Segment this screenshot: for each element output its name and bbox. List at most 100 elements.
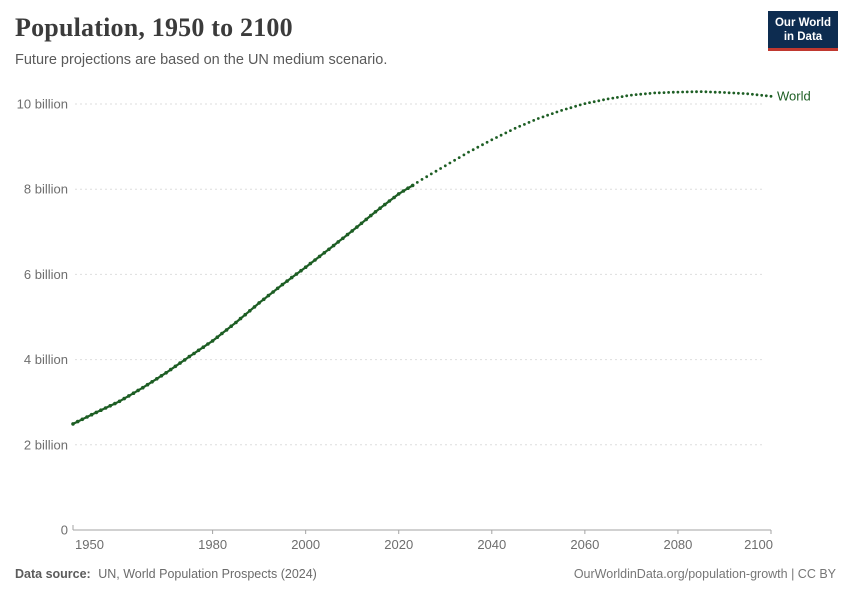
series-point xyxy=(150,380,154,384)
series-point-projected xyxy=(564,107,568,111)
series-point xyxy=(248,309,252,313)
series-point-projected xyxy=(597,99,601,103)
series-point xyxy=(378,206,382,210)
series-point xyxy=(155,377,159,381)
series-point-projected xyxy=(485,140,489,144)
series-point-projected xyxy=(648,92,652,95)
series-point xyxy=(127,394,131,398)
series-point-projected xyxy=(718,90,722,94)
logo-line-1: Our World xyxy=(774,17,831,29)
series-point-projected xyxy=(550,112,554,115)
series-point-projected xyxy=(671,90,675,94)
x-tick-label: 2100 xyxy=(744,537,773,552)
series-point-projected xyxy=(741,92,745,95)
series-point xyxy=(159,374,164,378)
x-tick-label: 2020 xyxy=(384,537,413,552)
series-point xyxy=(122,396,126,401)
series-point xyxy=(187,354,192,359)
series-point-projected xyxy=(713,90,717,94)
series-point xyxy=(406,186,410,190)
logo-line-2: in Data xyxy=(783,31,823,43)
series-point xyxy=(392,195,396,200)
x-tick-label: 1950 xyxy=(75,537,104,552)
series-point xyxy=(182,358,187,362)
series-point xyxy=(136,388,140,393)
series-point xyxy=(196,348,201,353)
series-point-projected xyxy=(657,91,661,95)
series-point xyxy=(131,391,136,396)
series-point-projected xyxy=(723,91,726,94)
series-point xyxy=(89,412,94,417)
series-point-projected xyxy=(737,91,740,95)
series-point-projected xyxy=(509,129,512,133)
series-point-projected xyxy=(420,178,424,181)
series-point xyxy=(224,328,229,332)
series-point-projected xyxy=(769,94,773,98)
owid-logo[interactable]: Our World in Data xyxy=(768,11,838,51)
series-point xyxy=(164,371,168,375)
series-point xyxy=(317,254,322,259)
series-point-projected xyxy=(532,119,536,122)
series-point xyxy=(341,236,345,241)
series-point xyxy=(275,286,280,291)
series-point-projected xyxy=(639,92,643,96)
series-point xyxy=(71,422,75,426)
series-point xyxy=(215,335,220,340)
series-point xyxy=(387,199,392,203)
series-point-projected xyxy=(699,90,703,93)
page-title: Population, 1950 to 2100 xyxy=(15,13,293,42)
series-point xyxy=(373,210,378,214)
series-point xyxy=(99,408,103,413)
series-point-projected xyxy=(681,90,684,94)
series-point-projected xyxy=(611,96,615,100)
series-point xyxy=(401,189,406,193)
x-tick-label: 2000 xyxy=(291,537,320,552)
series-point xyxy=(289,275,294,280)
series-point xyxy=(262,297,266,302)
series-point xyxy=(355,225,359,229)
x-tick-label: 2080 xyxy=(663,537,692,552)
footer-citation-link[interactable]: OurWorldinData.org/population-growth | C… xyxy=(573,567,836,581)
y-tick-label: 10 billion xyxy=(17,97,68,112)
y-tick-label: 0 xyxy=(61,523,68,538)
series-point-projected xyxy=(523,123,526,126)
series-point-projected xyxy=(425,175,429,179)
series-label-world: World xyxy=(777,88,811,103)
series-point-projected xyxy=(569,106,573,110)
series-point-projected xyxy=(616,96,619,99)
series-point-projected xyxy=(625,94,629,98)
series-point-projected xyxy=(467,150,470,154)
series-point-projected xyxy=(448,161,452,165)
series-point xyxy=(201,345,206,350)
series-point xyxy=(94,410,99,415)
series-point-projected xyxy=(676,90,680,94)
series-point xyxy=(327,247,331,252)
series-point xyxy=(257,301,261,305)
chart-footer: Data source: UN, World Population Prospe… xyxy=(15,567,836,581)
series-point-projected xyxy=(583,102,587,105)
series-point-projected xyxy=(518,124,522,128)
series-point xyxy=(210,339,215,343)
data-source-label: Data source: xyxy=(15,567,91,581)
series-point-projected xyxy=(541,115,545,119)
series-point-projected xyxy=(495,136,498,139)
y-tick-label: 2 billion xyxy=(24,437,68,452)
series-point xyxy=(243,312,247,317)
series-point xyxy=(266,293,271,298)
series-point-projected xyxy=(653,91,657,95)
series-point-projected xyxy=(504,131,508,135)
series-point-projected xyxy=(751,92,754,96)
series-point-projected xyxy=(546,113,549,117)
series-point-projected xyxy=(588,101,591,104)
series-point xyxy=(108,404,112,408)
series-point xyxy=(280,282,285,287)
series-point-projected xyxy=(630,93,633,97)
series-point-projected xyxy=(527,121,531,124)
series-point xyxy=(145,382,150,387)
series-point-projected xyxy=(755,93,759,97)
chart-header: Population, 1950 to 2100 Future projecti… xyxy=(15,13,740,68)
series-point-projected xyxy=(429,172,433,176)
series-point xyxy=(336,240,341,244)
series-point-projected xyxy=(490,138,494,142)
